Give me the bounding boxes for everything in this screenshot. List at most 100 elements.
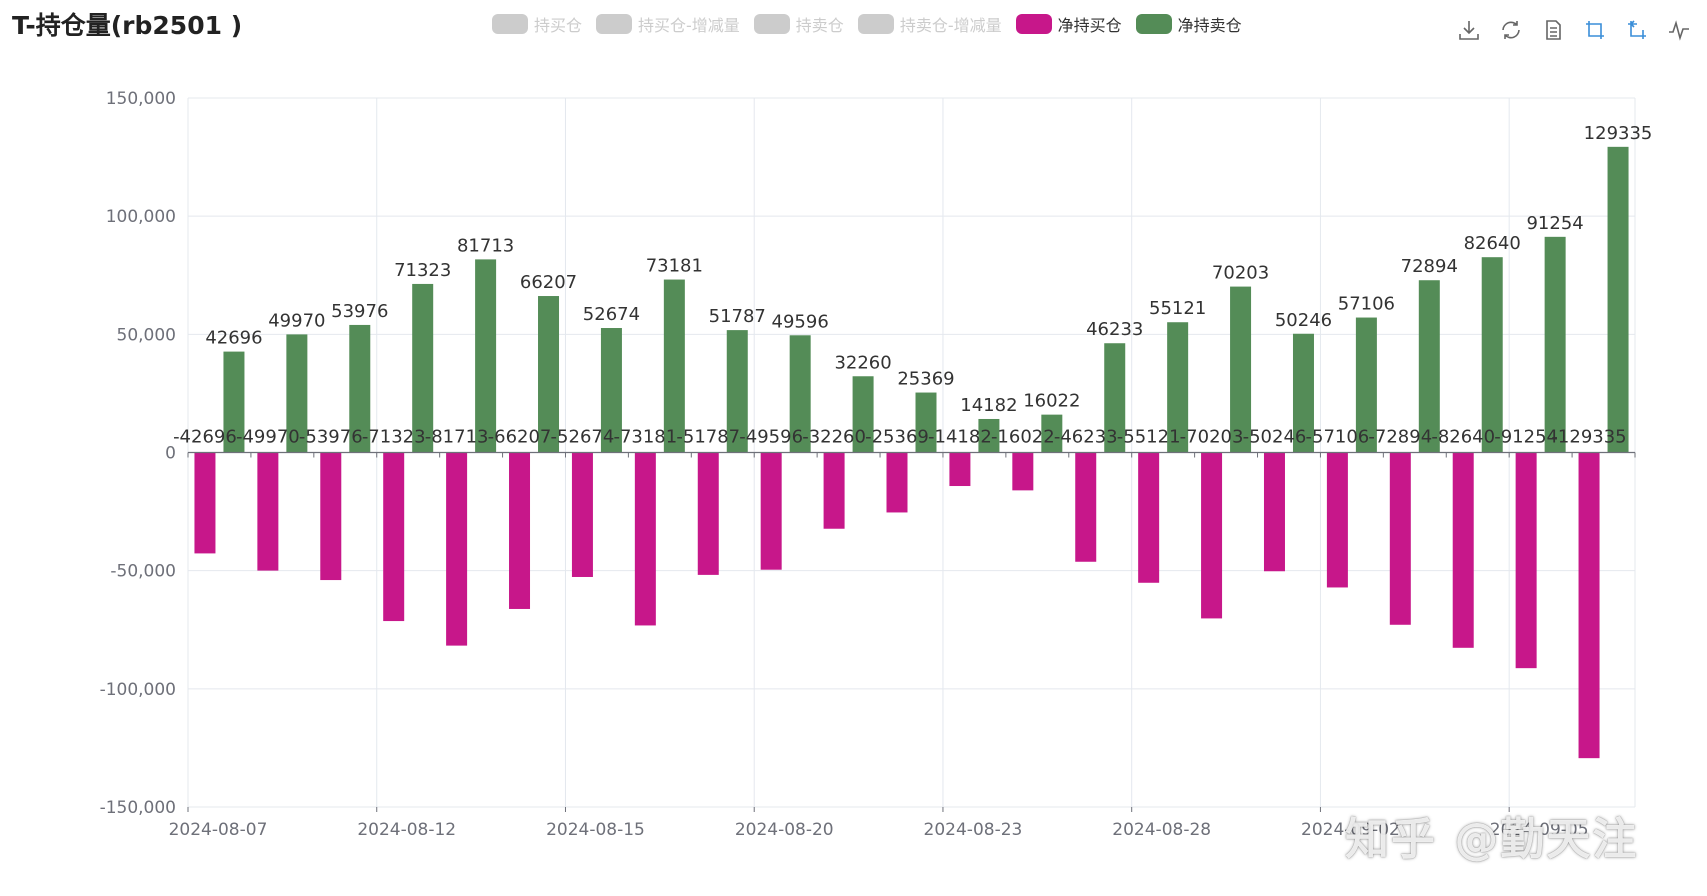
bar-net-buy <box>949 452 971 487</box>
bar-net-sell <box>286 334 308 453</box>
x-tick-label: 2024-08-20 <box>735 820 834 840</box>
legend-swatch <box>1135 14 1172 34</box>
legend-label: 净持卖仓 <box>1177 16 1242 35</box>
bar-net-buy <box>1075 452 1097 562</box>
y-tick-label: 50,000 <box>117 325 176 345</box>
bar-net-sell <box>1481 257 1503 453</box>
download-icon[interactable] <box>1455 16 1483 44</box>
data-label: -14182 <box>928 427 992 448</box>
data-view-icon[interactable] <box>1539 16 1567 44</box>
bar-net-buy <box>1138 452 1160 583</box>
x-tick-label: 2024-08-23 <box>924 820 1023 840</box>
data-label: -46233 <box>1054 427 1118 448</box>
data-label: 70203 <box>1212 263 1269 284</box>
data-label: 91254 <box>1526 213 1583 234</box>
data-label: 53976 <box>331 301 388 322</box>
data-label: 46233 <box>1086 319 1143 340</box>
data-label: -53976 <box>299 427 363 448</box>
data-label: -49970 <box>236 427 300 448</box>
toolbox <box>1455 16 1693 44</box>
chart-title: T-持仓量(rb2501 ) <box>12 11 243 40</box>
bar-net-sell <box>600 328 622 453</box>
legend-swatch <box>492 14 528 34</box>
bar-net-sell <box>852 376 874 453</box>
line-chart-icon[interactable] <box>1665 16 1693 44</box>
legend-item-hold-buy[interactable]: 持买仓 <box>492 12 582 36</box>
legend-item-net-buy[interactable]: 净持买仓 <box>1015 12 1122 36</box>
zoom-reset-icon[interactable] <box>1623 16 1651 44</box>
legend-label: 持买仓 <box>534 16 583 35</box>
x-tick-label: 2024-08-28 <box>1112 820 1211 840</box>
bar-net-buy <box>320 452 342 581</box>
bar-net-sell <box>789 335 811 453</box>
bar-net-buy <box>194 452 216 554</box>
y-tick-label: -100,000 <box>100 680 176 700</box>
x-tick-label: 2024-08-12 <box>357 820 456 840</box>
zoom-icon[interactable] <box>1581 16 1609 44</box>
data-label: -55121 <box>1117 427 1181 448</box>
x-tick-label: 2024-09-05 <box>1490 820 1589 840</box>
data-label: 73181 <box>646 256 703 277</box>
bar-net-sell <box>1418 280 1440 453</box>
data-label: 14182 <box>960 395 1017 416</box>
y-tick-label: 150,000 <box>106 89 176 109</box>
refresh-icon[interactable] <box>1497 16 1525 44</box>
bar-net-buy <box>823 452 845 529</box>
legend-swatch <box>596 14 633 34</box>
legend-swatch <box>753 14 790 34</box>
bar-net-sell <box>1230 286 1252 453</box>
y-tick-label: 100,000 <box>106 207 176 227</box>
data-label: 16022 <box>1023 391 1080 412</box>
data-label: 55121 <box>1149 298 1206 319</box>
data-label: 25369 <box>897 369 954 390</box>
x-tick-label: 2024-08-15 <box>546 820 645 840</box>
bar-net-sell <box>223 351 245 453</box>
legend-item-hold-buy-change[interactable]: 持买仓-增减量 <box>596 12 740 36</box>
bar-net-sell <box>1167 322 1189 453</box>
bar-net-buy <box>257 452 279 571</box>
data-label: 81713 <box>457 235 514 256</box>
data-label: -91254 <box>1494 427 1558 448</box>
bar-net-sell <box>915 392 937 453</box>
bar-net-sell <box>726 330 748 453</box>
data-label: -25369 <box>865 427 929 448</box>
bar-net-buy <box>383 452 405 622</box>
legend-item-hold-sell-change[interactable]: 持卖仓-增减量 <box>857 12 1002 36</box>
legend-item-net-sell[interactable]: 净持卖仓 <box>1135 12 1242 36</box>
x-tick-label: 2024-08-07 <box>169 820 268 840</box>
bar-net-buy <box>1389 452 1411 625</box>
bar-net-buy <box>446 452 468 646</box>
bar-net-sell <box>475 259 497 453</box>
data-label: 57106 <box>1338 294 1395 315</box>
legend-item-hold-sell[interactable]: 持卖仓 <box>753 12 844 36</box>
bar-net-buy <box>886 452 908 513</box>
data-label: -57106 <box>1306 427 1370 448</box>
data-label: -52674 <box>551 427 615 448</box>
data-label: 50246 <box>1275 310 1332 331</box>
bar-net-sell <box>663 279 685 453</box>
bar-net-buy <box>697 452 719 575</box>
data-label: -81713 <box>425 427 489 448</box>
data-label: -66207 <box>488 427 552 448</box>
data-label: -71323 <box>362 427 426 448</box>
data-label: -82640 <box>1431 427 1495 448</box>
data-label: 52674 <box>583 304 640 325</box>
bar-net-sell <box>538 296 560 453</box>
data-label: 32260 <box>834 352 891 373</box>
data-label: -50246 <box>1243 427 1307 448</box>
bar-net-sell <box>1041 414 1063 453</box>
legend-label: 持卖仓 <box>795 16 844 35</box>
bar-net-sell <box>1292 333 1314 453</box>
data-label: -129335 <box>1551 427 1626 448</box>
bar-net-buy <box>1515 452 1537 669</box>
data-label: 72894 <box>1401 256 1458 277</box>
bar-net-buy <box>1326 452 1348 588</box>
bar-net-buy <box>1263 452 1285 572</box>
bar-net-sell <box>412 283 434 453</box>
x-tick-label: 2024-09-02 <box>1301 820 1400 840</box>
data-label: -42696 <box>173 427 237 448</box>
data-label: 129335 <box>1584 123 1653 144</box>
data-label: 49970 <box>268 310 325 331</box>
data-label: 49596 <box>772 311 829 332</box>
